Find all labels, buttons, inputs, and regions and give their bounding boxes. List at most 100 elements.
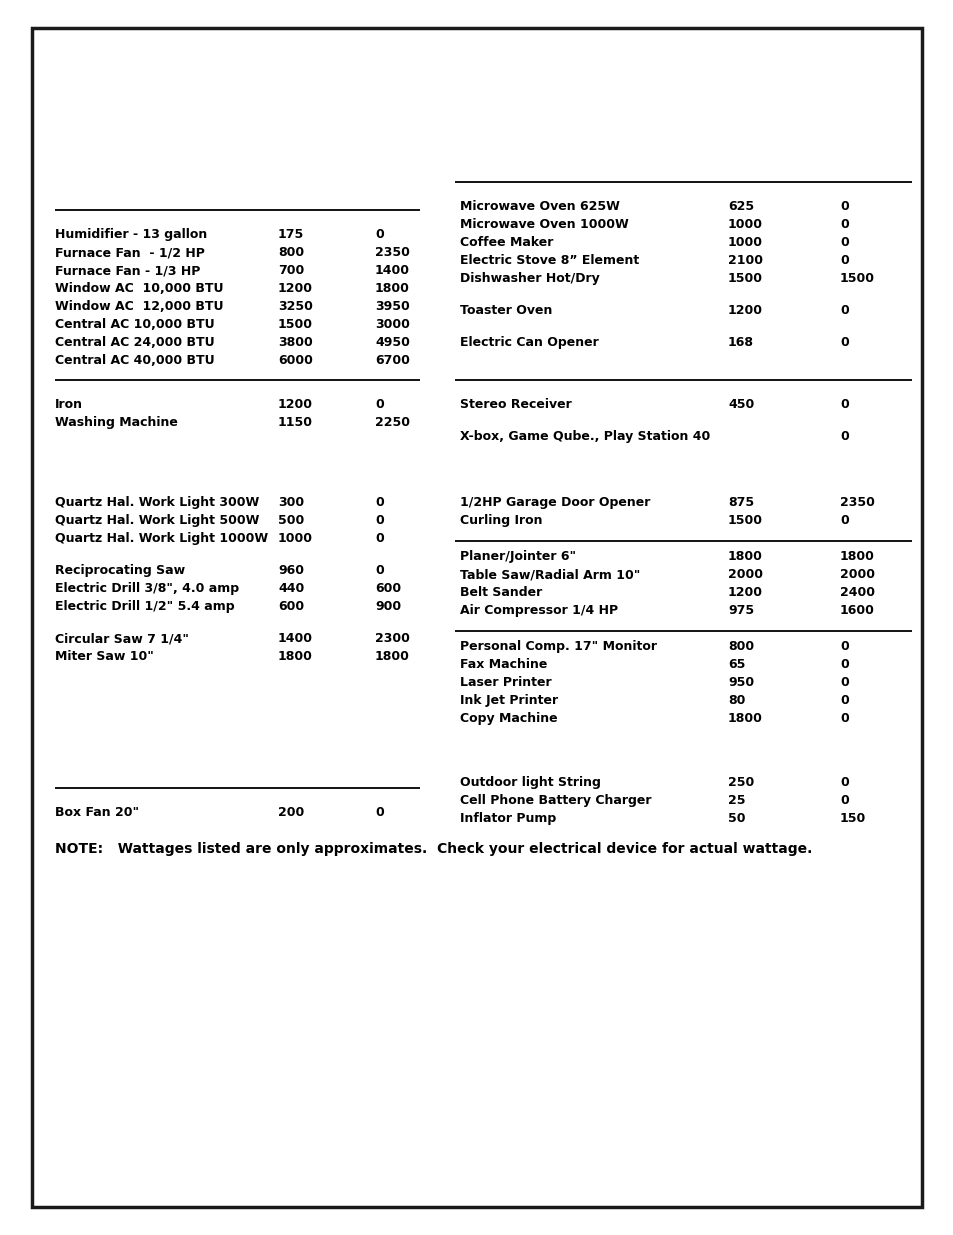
Text: 1400: 1400 [375,264,410,277]
Text: Ink Jet Printer: Ink Jet Printer [459,694,558,706]
Text: 2300: 2300 [375,632,410,645]
Text: 0: 0 [840,640,848,653]
Text: 1200: 1200 [727,585,762,599]
Text: 0: 0 [840,430,848,443]
Text: Quartz Hal. Work Light 300W: Quartz Hal. Work Light 300W [55,496,259,509]
Text: 1500: 1500 [727,514,762,527]
Text: Curling Iron: Curling Iron [459,514,542,527]
Text: 0: 0 [375,532,383,545]
Text: 3250: 3250 [277,300,313,312]
Text: 0: 0 [375,228,383,241]
Text: Coffee Maker: Coffee Maker [459,236,553,249]
Text: 1/2HP Garage Door Opener: 1/2HP Garage Door Opener [459,496,650,509]
Text: 600: 600 [375,582,400,595]
Text: Miter Saw 10": Miter Saw 10" [55,650,153,663]
Text: Stereo Receiver: Stereo Receiver [459,398,571,411]
Text: Quartz Hal. Work Light 500W: Quartz Hal. Work Light 500W [55,514,259,527]
Text: 800: 800 [277,246,304,259]
Text: 1500: 1500 [277,317,313,331]
Text: 0: 0 [840,304,848,317]
Text: NOTE:   Wattages listed are only approximates.  Check your electrical device for: NOTE: Wattages listed are only approxima… [55,842,812,856]
Text: 1800: 1800 [375,282,410,295]
Text: 440: 440 [277,582,304,595]
Text: 6000: 6000 [277,354,313,367]
Text: 0: 0 [375,564,383,577]
Text: 950: 950 [727,676,753,689]
Text: 300: 300 [277,496,304,509]
Text: Toaster Oven: Toaster Oven [459,304,552,317]
Text: 600: 600 [277,600,304,613]
Bar [32,739,921,768]
Text: 3800: 3800 [277,336,313,350]
Text: Furnace Fan - 1/3 HP: Furnace Fan - 1/3 HP [55,264,200,277]
Text: 0: 0 [840,713,848,725]
Text: 168: 168 [727,336,753,350]
Text: 450: 450 [727,398,754,411]
Text: 1200: 1200 [277,398,313,411]
Text: 2350: 2350 [840,496,874,509]
Text: Personal Comp. 17" Monitor: Personal Comp. 17" Monitor [459,640,657,653]
Text: Belt Sander: Belt Sander [459,585,541,599]
Text: 0: 0 [375,496,383,509]
Text: Dishwasher Hot/Dry: Dishwasher Hot/Dry [459,272,599,285]
Text: 1800: 1800 [727,550,762,563]
Text: Window AC  10,000 BTU: Window AC 10,000 BTU [55,282,223,295]
Text: 175: 175 [277,228,304,241]
Text: Electric Drill 3/8", 4.0 amp: Electric Drill 3/8", 4.0 amp [55,582,239,595]
Text: 4950: 4950 [375,336,410,350]
Text: Circular Saw 7 1/4": Circular Saw 7 1/4" [55,632,189,645]
Text: Quartz Hal. Work Light 1000W: Quartz Hal. Work Light 1000W [55,532,268,545]
Text: 900: 900 [375,600,400,613]
Text: 65: 65 [727,658,744,671]
Text: 250: 250 [727,776,754,789]
Text: 0: 0 [840,336,848,350]
Bar [32,148,921,180]
Text: 2000: 2000 [840,568,874,580]
Text: 0: 0 [840,776,848,789]
Text: 6700: 6700 [375,354,410,367]
Text: 1800: 1800 [840,550,874,563]
Text: Copy Machine: Copy Machine [459,713,558,725]
Text: Box Fan 20": Box Fan 20" [55,806,139,819]
Text: Microwave Oven 625W: Microwave Oven 625W [459,200,619,212]
Text: Washing Machine: Washing Machine [55,416,177,429]
Text: Inflator Pump: Inflator Pump [459,811,556,825]
Text: 1800: 1800 [375,650,410,663]
Text: 0: 0 [840,236,848,249]
Text: 960: 960 [277,564,304,577]
Text: 0: 0 [375,398,383,411]
Text: Planer/Jointer 6": Planer/Jointer 6" [459,550,576,563]
Text: 0: 0 [840,676,848,689]
Text: 2400: 2400 [840,585,874,599]
Text: Furnace Fan  - 1/2 HP: Furnace Fan - 1/2 HP [55,246,205,259]
Text: 1800: 1800 [727,713,762,725]
Text: Electric Can Opener: Electric Can Opener [459,336,598,350]
Text: 150: 150 [840,811,865,825]
Text: 2100: 2100 [727,254,762,267]
Text: Central AC 10,000 BTU: Central AC 10,000 BTU [55,317,214,331]
Text: Central AC 24,000 BTU: Central AC 24,000 BTU [55,336,214,350]
Text: 1500: 1500 [840,272,874,285]
Text: X-box, Game Qube., Play Station 40: X-box, Game Qube., Play Station 40 [459,430,709,443]
Text: Window AC  12,000 BTU: Window AC 12,000 BTU [55,300,223,312]
Text: 0: 0 [840,694,848,706]
Text: Reciprocating Saw: Reciprocating Saw [55,564,185,577]
Text: 800: 800 [727,640,753,653]
Text: Microwave Oven 1000W: Microwave Oven 1000W [459,219,628,231]
Text: 1000: 1000 [277,532,313,545]
Text: 25: 25 [727,794,744,806]
Text: 2000: 2000 [727,568,762,580]
Text: Table Saw/Radial Arm 10": Table Saw/Radial Arm 10" [459,568,639,580]
Text: 200: 200 [277,806,304,819]
Text: 700: 700 [277,264,304,277]
Text: 1000: 1000 [727,219,762,231]
Text: Air Compressor 1/4 HP: Air Compressor 1/4 HP [459,604,618,618]
Text: 0: 0 [840,794,848,806]
Text: 0: 0 [840,254,848,267]
Text: 1000: 1000 [727,236,762,249]
Text: 0: 0 [375,806,383,819]
Text: Laser Printer: Laser Printer [459,676,551,689]
Text: 3000: 3000 [375,317,410,331]
Text: 1200: 1200 [277,282,313,295]
Text: Cell Phone Battery Charger: Cell Phone Battery Charger [459,794,651,806]
